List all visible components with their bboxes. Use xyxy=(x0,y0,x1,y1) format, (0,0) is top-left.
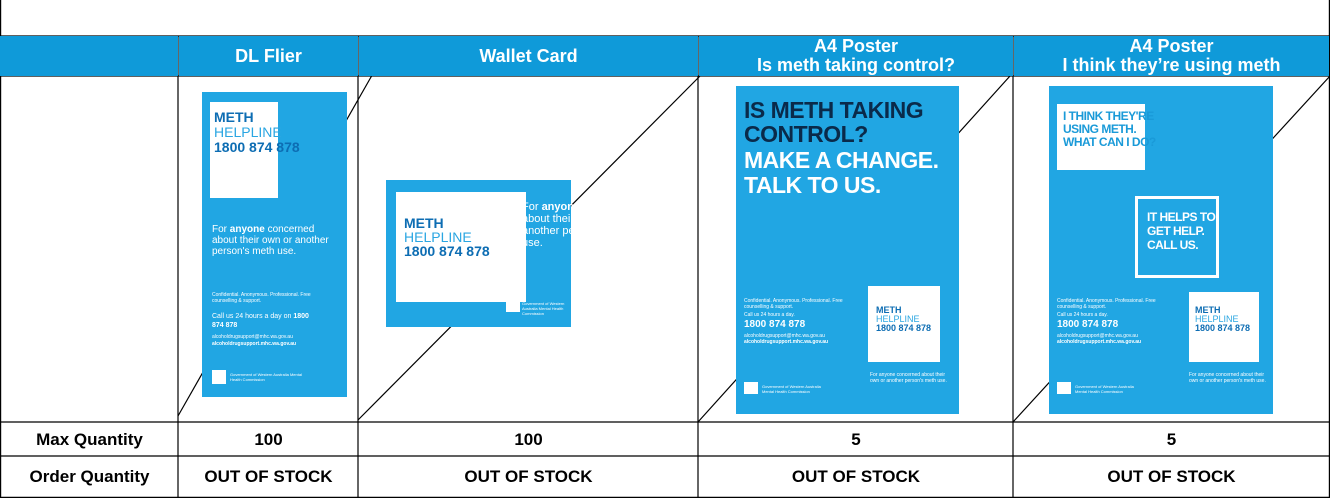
header-text: I think they’re using meth xyxy=(1062,55,1281,75)
text: WHAT CAN I DO? xyxy=(1063,135,1156,149)
order-quantity: OUT OF STOCK xyxy=(791,467,921,486)
text: alcoholdrugsupport.mhc.wa.gov.au xyxy=(1057,339,1142,345)
text: IS METH TAKING xyxy=(744,97,924,123)
text: METH xyxy=(214,109,254,125)
crest xyxy=(212,370,226,384)
crest xyxy=(744,382,758,394)
text: HELPLINE xyxy=(214,124,282,140)
text: METH xyxy=(404,215,444,231)
text: GET HELP. xyxy=(1147,224,1205,238)
header-cell: A4 Poster Is meth taking control? xyxy=(699,36,1013,76)
helpline: METH HELPLINE 1800 874 878 xyxy=(404,216,490,258)
text: TALK TO US. xyxy=(744,172,881,198)
helpline: METH HELPLINE 1800 874 878 xyxy=(214,110,300,155)
text: 1800 874 878 xyxy=(212,313,309,329)
dl-flier-image: METH HELPLINE 1800 874 878 For anyone co… xyxy=(202,92,347,397)
max-quantity: 5 xyxy=(1166,429,1177,449)
text: HELPLINE xyxy=(876,314,920,324)
helpline: METH HELPLINE 1800 874 878 xyxy=(1195,306,1250,333)
text: Government of Western Australia Mental H… xyxy=(1075,384,1134,394)
order-quantity: OUT OF STOCK xyxy=(464,467,593,486)
text: CALL US. xyxy=(1147,238,1199,252)
text: Call us 24 hours a day on xyxy=(212,313,294,320)
text: Government of Western Australia Mental H… xyxy=(762,384,821,394)
row-label: Max Quantity xyxy=(36,429,143,449)
crest xyxy=(1057,382,1071,394)
header-text: Wallet Card xyxy=(479,45,578,66)
text: alcoholdrugsupport@mhc.wa.gov.au xyxy=(1057,333,1138,339)
text: 1800 874 878 xyxy=(1195,323,1251,333)
text: HELPLINE xyxy=(404,229,472,245)
max-quantity: 5 xyxy=(851,429,861,449)
speech-bubble xyxy=(396,192,526,302)
text: concerned about their own or another per… xyxy=(522,201,635,249)
text: Government of Western Australia Mental H… xyxy=(522,301,565,316)
row-label: Order Quantity xyxy=(29,467,150,486)
text: I THINK THEY'RE xyxy=(1063,109,1154,123)
text: 1800 874 878 xyxy=(876,323,932,333)
text: 1800 874 878 xyxy=(744,319,806,330)
text: Call us 24 hours a day. xyxy=(744,312,795,318)
speech-bubble xyxy=(1189,292,1259,362)
text: USING METH. xyxy=(1063,122,1137,136)
text: Government of Western Australia Mental H… xyxy=(230,372,302,382)
speech-bubble xyxy=(210,102,278,198)
text: concerned about their own or another per… xyxy=(212,224,329,257)
text: anyone xyxy=(541,201,581,213)
poster-using-image: I THINK THEY'RE USING METH. WHAT CAN I D… xyxy=(1049,86,1273,414)
wallet-card-image: METH HELPLINE 1800 874 878 xyxy=(386,180,571,327)
text: alcoholdrugsupport@mhc.wa.gov.au xyxy=(744,333,825,339)
helpline: METH HELPLINE 1800 874 878 xyxy=(876,306,931,333)
order-quantity: OUT OF STOCK xyxy=(204,467,333,486)
speech-bubble xyxy=(1135,196,1219,278)
header-cell: A4 Poster I think they’re using meth xyxy=(1014,36,1329,76)
text: Confidential. Anonymous. Professional. F… xyxy=(744,298,843,310)
max-quantity: 100 xyxy=(514,429,543,449)
max-quantity: 100 xyxy=(254,429,283,449)
header-text: A4 Poster xyxy=(813,36,899,56)
text: For anyone concerned about their own or … xyxy=(1189,372,1266,384)
text: 1800 874 878 xyxy=(214,139,300,155)
header-blank xyxy=(0,36,178,76)
headline: IS METH TAKING CONTROL? xyxy=(744,97,924,147)
answer: IT HELPS TO GET HELP. CALL US. xyxy=(1147,210,1216,252)
speech-bubble xyxy=(1057,104,1145,170)
text: Call us 24 hours a day. xyxy=(1057,312,1108,318)
header-cell: DL Flier xyxy=(179,36,358,76)
text: For anyone concerned about their own or … xyxy=(870,372,947,384)
text: Confidential. Anonymous. Professional. F… xyxy=(1057,298,1156,310)
text: METH xyxy=(876,305,902,315)
header-text: DL Flier xyxy=(235,45,302,66)
subhead: MAKE A CHANGE. TALK TO US. xyxy=(744,147,939,198)
text: 1800 874 878 xyxy=(1057,319,1119,330)
message: For anyone concerned about their own or … xyxy=(522,201,642,249)
text: HELPLINE xyxy=(1195,314,1239,324)
text: Confidential. Anonymous. Professional. F… xyxy=(212,292,311,304)
text: anyone xyxy=(229,224,265,235)
header-text: A4 Poster xyxy=(1129,36,1214,56)
text: alcoholdrugsupport.mhc.wa.gov.au xyxy=(744,339,829,345)
header-cell: Wallet Card xyxy=(359,36,698,76)
text: METH xyxy=(1195,305,1221,315)
order-quantity: OUT OF STOCK xyxy=(1107,467,1236,486)
header-text: Is meth taking control? xyxy=(756,55,956,75)
text: alcoholdrugsupport@mhc.wa.gov.au xyxy=(212,334,293,340)
text: IT HELPS TO xyxy=(1147,210,1216,224)
text: For xyxy=(212,224,230,235)
poster-control-image: IS METH TAKING CONTROL? MAKE A CHANGE. T… xyxy=(736,86,959,414)
text: MAKE A CHANGE. xyxy=(744,147,939,173)
message: For anyone concerned about their own or … xyxy=(212,224,340,257)
text: CONTROL? xyxy=(744,121,868,147)
text: alcoholdrugsupport.mhc.wa.gov.au xyxy=(212,341,297,347)
call: Call us 24 hours a day on 1800 874 878 xyxy=(212,312,322,330)
question: I THINK THEY'RE USING METH. WHAT CAN I D… xyxy=(1063,110,1156,149)
text: 1800 874 878 xyxy=(404,243,490,259)
speech-bubble xyxy=(868,286,940,362)
crest xyxy=(506,300,520,312)
text: For xyxy=(522,201,542,213)
